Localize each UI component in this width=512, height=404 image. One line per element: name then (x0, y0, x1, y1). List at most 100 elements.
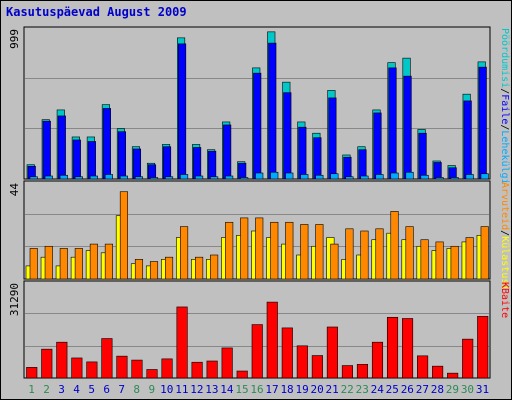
bar-files-day-4 (72, 139, 81, 180)
x-tick-label-day-25: 25 (386, 383, 399, 396)
bar-kbytes-day-31 (477, 316, 489, 379)
bar-kbytes-day-6 (101, 338, 113, 379)
bar-pages-day-5 (89, 175, 98, 180)
x-axis-labels: 1 2 3 4 5 6 7 8 9 10 11 12 13 14 15 16 17 18 19 20 21 22 23 24 2… (28, 383, 489, 396)
bar-kbytes-day-5 (86, 361, 98, 379)
bar-pages-day-9 (149, 177, 159, 180)
bar-files-day-20 (313, 137, 322, 180)
bar-pages-day-4 (74, 176, 83, 180)
bar-kbytes-day-26 (402, 318, 414, 379)
bar-pages-day-30 (465, 174, 474, 180)
legend-entry-1-5: Lehekülgi (499, 130, 510, 184)
bar-sites-day-7 (119, 191, 128, 280)
bar-pages-day-28 (435, 177, 444, 180)
bar-kbytes-day-19 (296, 345, 308, 379)
bar-kbytes-day-23 (356, 364, 369, 379)
bar-files-day-3 (57, 115, 66, 180)
bar-pages-day-15 (240, 177, 249, 180)
bar-pages-day-10 (164, 176, 174, 180)
bar-sites-day-3 (59, 248, 68, 280)
x-tick-label-day-30: 30 (461, 383, 474, 396)
bar-pages-day-17 (270, 171, 279, 180)
bar-sites-day-15 (240, 217, 249, 280)
bar-pages-day-3 (59, 174, 68, 180)
bar-files-day-31 (478, 66, 487, 180)
bar-sites-day-4 (74, 248, 83, 280)
bar-sites-day-2 (44, 245, 53, 280)
bar-files-day-27 (418, 132, 427, 180)
bar-sites-day-24 (375, 228, 384, 280)
bar-kbytes-day-10 (161, 358, 173, 379)
x-tick-label-day-26: 26 (401, 383, 414, 396)
bar-pages-day-22 (345, 176, 354, 180)
bar-kbytes-day-22 (341, 365, 353, 379)
chart-panels: 9994431290Pöördumisi/Faile/LehekülgiArvu… (8, 26, 510, 379)
bar-sites-day-5 (89, 243, 98, 280)
bar-kbytes-day-9 (146, 369, 158, 379)
bar-files-day-23 (358, 149, 367, 180)
bar-files-day-28 (433, 162, 442, 180)
bar-sites-day-29 (450, 245, 459, 280)
x-tick-label-day-22: 22 (341, 383, 354, 396)
bar-kbytes-day-3 (56, 341, 68, 379)
bar-files-day-13 (208, 150, 217, 180)
bar-pages-day-1 (29, 176, 38, 180)
bar-sites-day-8 (134, 259, 144, 280)
bar-pages-day-16 (255, 172, 264, 180)
panel-3-legend: KBaite (499, 282, 510, 318)
bar-sites-day-16 (255, 217, 264, 280)
bar-kbytes-day-8 (131, 359, 143, 379)
bar-files-day-11 (178, 43, 187, 180)
bar-files-day-17 (268, 42, 277, 180)
bar-files-day-19 (298, 126, 307, 180)
bar-kbytes-day-18 (281, 327, 293, 379)
x-tick-label-day-5: 5 (88, 383, 95, 396)
bar-pages-day-20 (315, 174, 324, 180)
bar-files-day-2 (42, 120, 51, 180)
bar-sites-day-17 (270, 221, 279, 280)
legend-entry-2-1: Arvuteid (499, 182, 510, 230)
x-tick-label-day-24: 24 (371, 383, 385, 396)
bar-sites-day-26 (405, 226, 414, 280)
x-tick-label-day-9: 9 (148, 383, 155, 396)
bar-pages-day-11 (180, 174, 189, 180)
bar-sites-day-21 (330, 243, 339, 280)
bar-kbytes-day-14 (221, 347, 233, 379)
bar-sites-day-6 (104, 243, 113, 280)
x-tick-label-day-28: 28 (431, 383, 444, 396)
x-tick-label-day-6: 6 (103, 383, 110, 396)
bar-sites-day-20 (315, 224, 324, 280)
x-tick-label-day-19: 19 (295, 383, 308, 396)
legend-entry-1-1: Pöördumisi (499, 28, 510, 88)
bar-kbytes-day-16 (251, 324, 263, 379)
legend-entry-1-3: Faile (499, 94, 510, 124)
bar-files-day-15 (238, 162, 247, 180)
bar-files-day-12 (193, 147, 202, 180)
bar-kbytes-day-20 (311, 355, 323, 379)
chart-title: Kasutuspäevad August 2009 (6, 5, 187, 19)
bar-pages-day-19 (300, 174, 309, 180)
bar-kbytes-day-13 (206, 360, 218, 379)
bar-pages-day-27 (420, 174, 429, 180)
bar-pages-day-18 (285, 172, 294, 180)
bar-kbytes-day-30 (462, 338, 474, 379)
bar-pages-day-25 (390, 172, 399, 180)
x-tick-label-day-27: 27 (416, 383, 429, 396)
panel-2-legend: Arvuteid/Külastusi (499, 182, 510, 290)
x-tick-label-day-31: 31 (476, 383, 489, 396)
bar-pages-day-13 (210, 176, 219, 180)
bar-sites-day-28 (435, 241, 444, 280)
bar-pages-day-21 (330, 173, 339, 180)
bar-kbytes-day-15 (236, 370, 248, 379)
x-tick-label-day-2: 2 (43, 383, 50, 396)
bar-pages-day-24 (375, 174, 384, 180)
bar-files-day-5 (87, 141, 96, 180)
bar-pages-day-8 (134, 176, 144, 180)
bar-sites-day-27 (420, 239, 429, 280)
bar-sites-day-25 (390, 211, 399, 280)
bar-files-day-14 (223, 124, 232, 180)
bar-files-day-10 (162, 146, 172, 180)
legend-entry-2-3: Külastusi (499, 236, 510, 290)
panel-2-y-tick-label: 44 (8, 183, 21, 197)
